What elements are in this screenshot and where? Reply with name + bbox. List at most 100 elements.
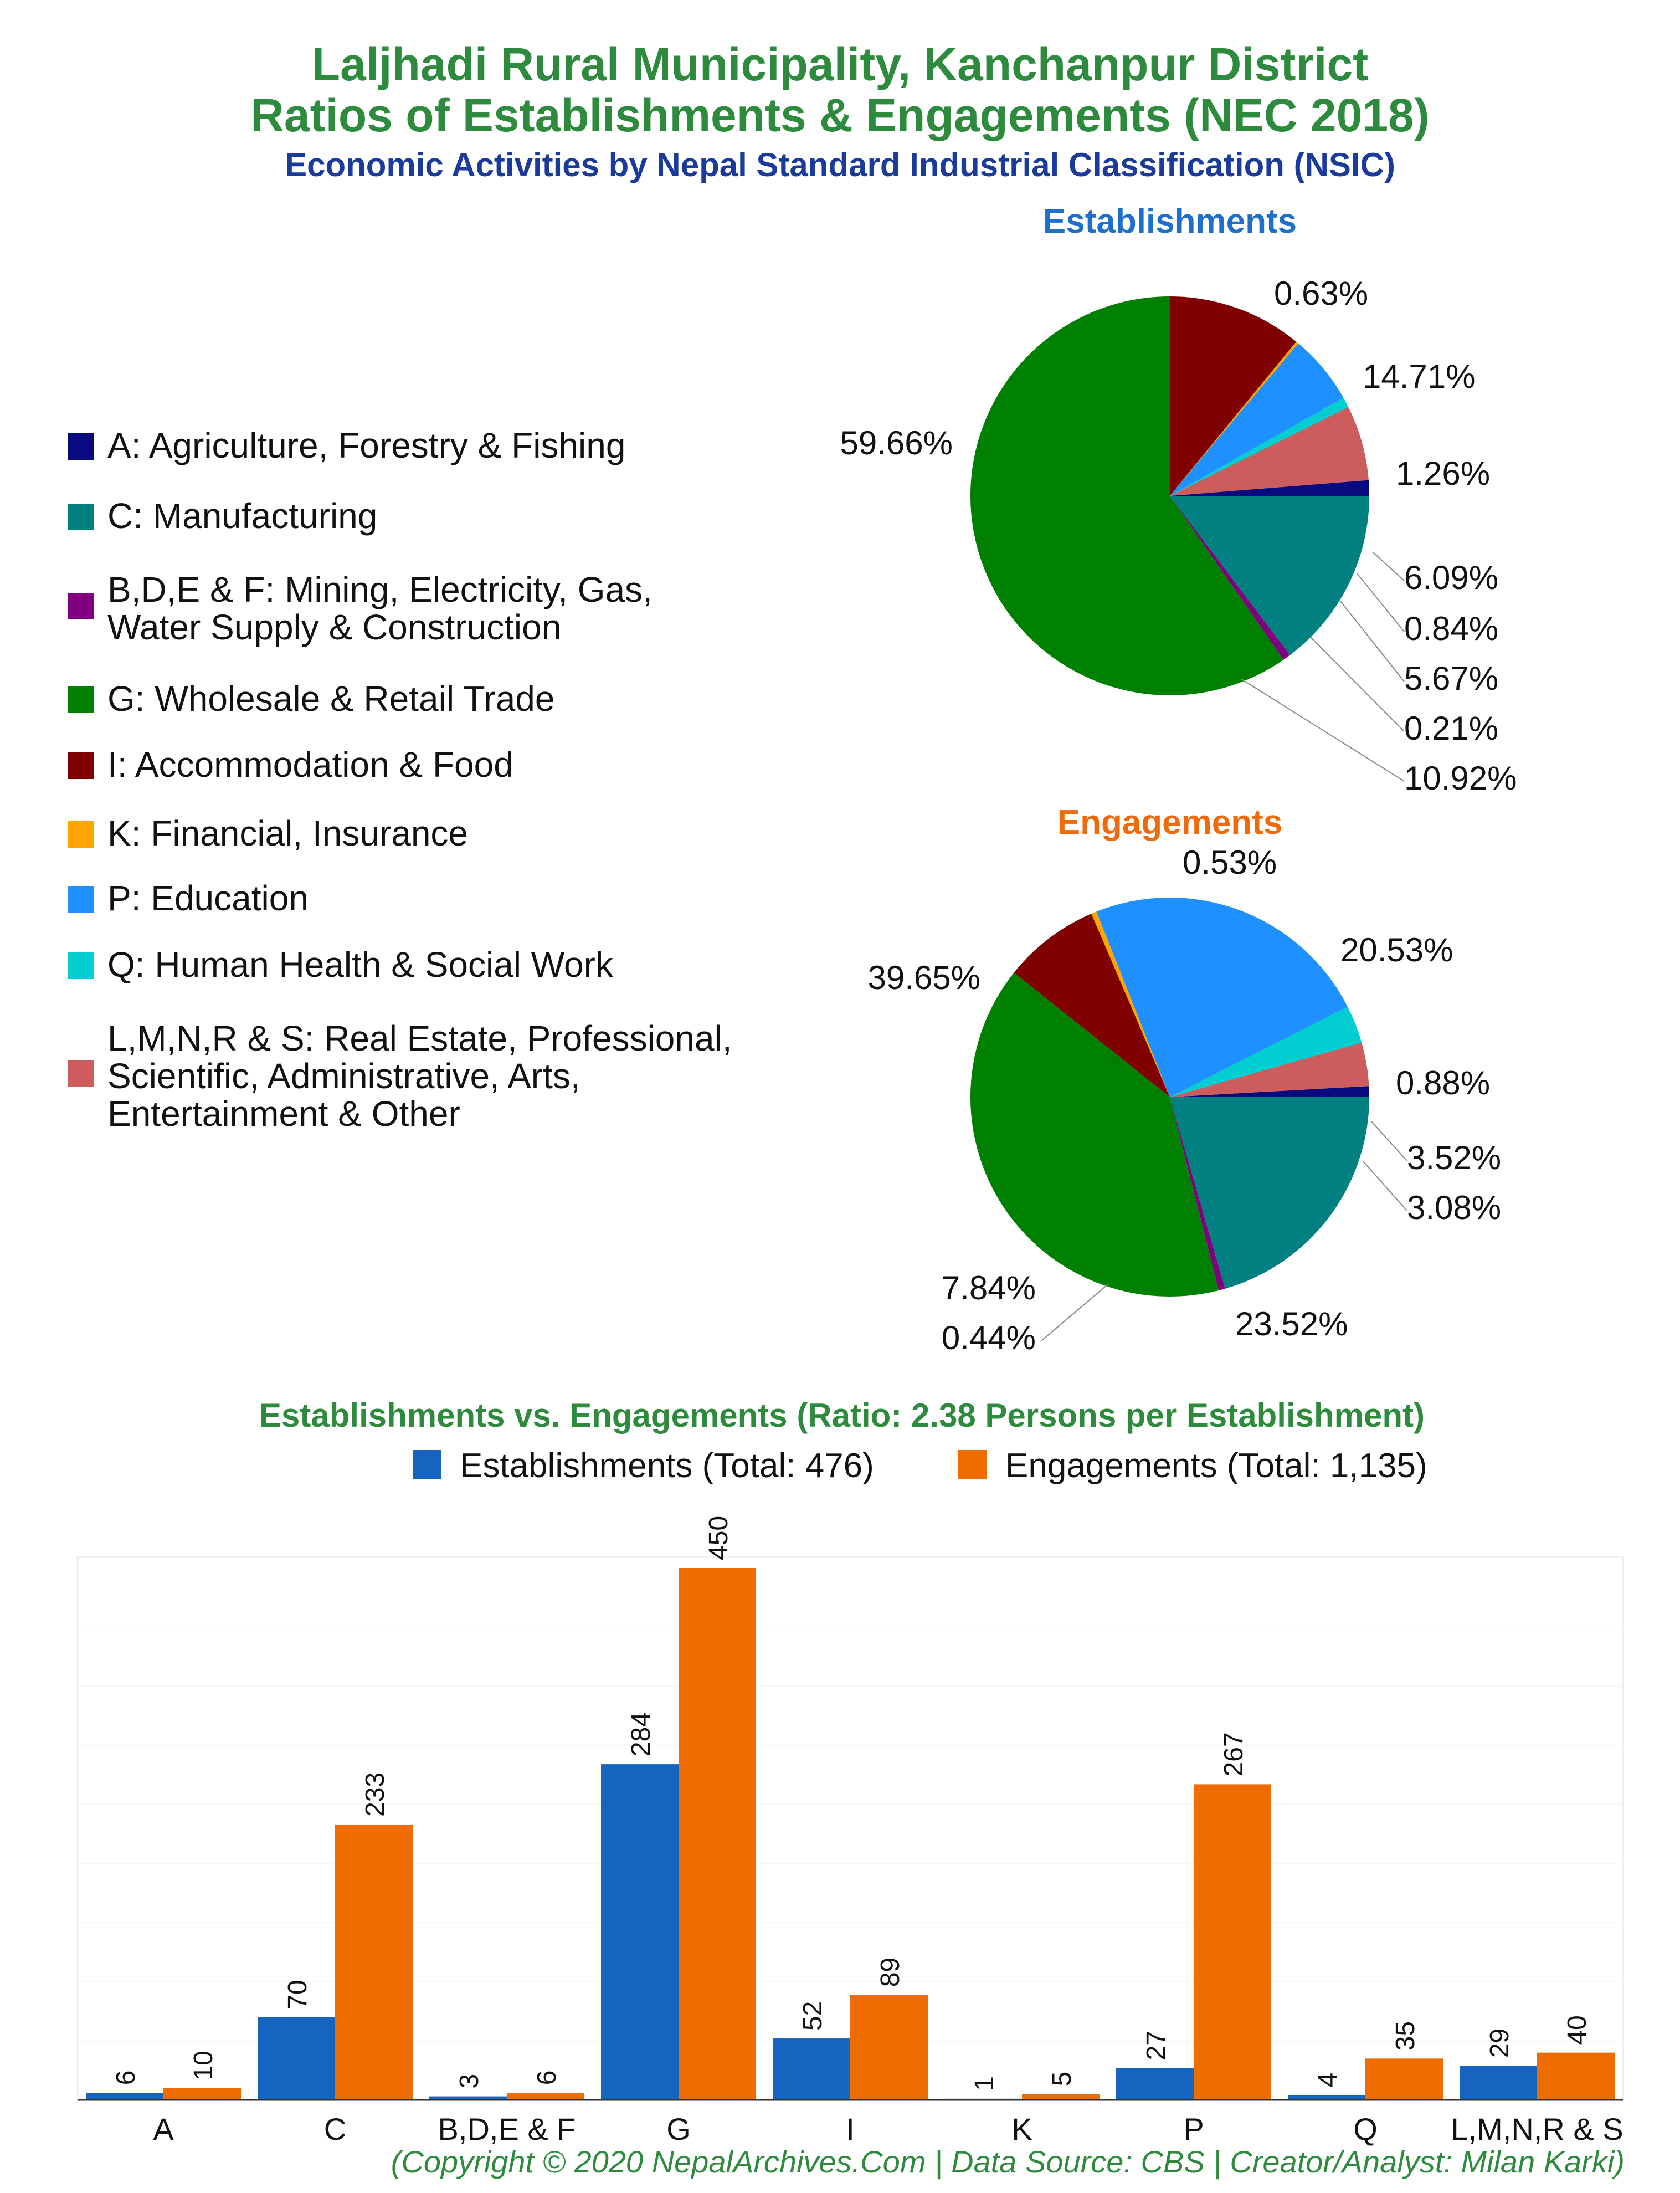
x-tick-label-k: K: [1011, 2112, 1032, 2146]
legend-swatch-a: [68, 433, 94, 460]
x-tick-label-p: P: [1183, 2112, 1204, 2146]
bar-value-label-establishments-g: 284: [626, 1712, 656, 1756]
legend-label-c: C: Manufacturing: [107, 496, 378, 536]
engagements-slice-label-l-m-n-r-s: 3.52%: [1407, 1139, 1501, 1176]
establishments-slice-label-g: 59.66%: [840, 424, 953, 462]
establishments-slice-b-d-e-f: [1170, 496, 1290, 660]
legend-label-i: I: Accommodation & Food: [107, 745, 513, 785]
engagements-slice-i: [1014, 914, 1170, 1097]
bar-establishments-b-d-e-f: [429, 2096, 507, 2100]
bar-legend-swatch-2: [958, 1450, 987, 1479]
bar-engagements-q: [1365, 2058, 1443, 2100]
bar-establishments-i: [773, 2038, 850, 2100]
bar-legend-label-2: Engagements (Total: 1,135): [1005, 1447, 1427, 1485]
establishments-leader-p: [1340, 601, 1405, 682]
engagements-slice-label-a: 0.88%: [1396, 1064, 1490, 1101]
legend-item-bdef: B,D,E & F: Mining, Electricity, Gas, Wat…: [68, 571, 653, 646]
establishments-slice-a: [1170, 480, 1369, 496]
establishments-leader-q: [1357, 573, 1405, 632]
establishments-slice-label-k: 0.21%: [1404, 710, 1498, 747]
establishments-leader-l-m-n-r-s: [1372, 551, 1405, 581]
bar-engagements-k: [1022, 2094, 1100, 2100]
establishments-slice-g: [970, 296, 1284, 695]
bar-value-label-establishments-c: 70: [283, 1980, 312, 2009]
page-title-line-2: Ratios of Establishments & Engagements (…: [250, 89, 1430, 141]
x-tick-label-i: I: [846, 2112, 855, 2146]
engagements-slice-a: [1170, 1086, 1370, 1097]
bar-value-label-engagements-b-d-e-f: 6: [532, 2070, 562, 2085]
bar-value-label-establishments-k: 1: [970, 2076, 999, 2091]
legend-label-g: G: Wholesale & Retail Trade: [107, 679, 555, 719]
bar-value-label-establishments-p: 27: [1142, 2031, 1171, 2060]
legend-item-g: G: Wholesale & Retail Trade: [68, 680, 554, 718]
establishments-pie-title: Establishments: [1043, 202, 1297, 240]
engagements-slice-label-p: 23.52%: [1235, 1305, 1348, 1343]
x-tick-label-c: C: [324, 2112, 346, 2146]
bar-value-label-engagements-i: 89: [876, 1958, 905, 1987]
bar-value-label-establishments-l-m-n-r-s: 29: [1485, 2028, 1514, 2058]
engagements-slice-q: [1170, 1006, 1362, 1097]
engagements-slice-label-k: 0.44%: [942, 1319, 1036, 1356]
x-tick-label-l-m-n-r-s: L,M,N,R & S: [1451, 2112, 1623, 2146]
bar-value-label-establishments-a: 6: [111, 2070, 141, 2085]
legend-swatch-g: [68, 686, 94, 713]
bar-engagements-l-m-n-r-s: [1537, 2052, 1615, 2100]
bar-value-label-engagements-k: 5: [1047, 2072, 1077, 2087]
legend-swatch-p: [68, 886, 94, 913]
bar-value-label-establishments-b-d-e-f: 3: [455, 2074, 484, 2089]
establishments-slice-label-b-d-e-f: 0.63%: [1274, 275, 1368, 312]
legend-swatch-k: [68, 821, 94, 848]
bar-value-label-establishments-i: 52: [798, 2001, 828, 2031]
engagements-pie-title: Engagements: [1057, 803, 1283, 842]
page-title-line-1: Laljhadi Rural Municipality, Kanchanpur …: [311, 38, 1369, 90]
x-tick-label-q: Q: [1353, 2112, 1378, 2146]
legend-item-k: K: Financial, Insurance: [68, 814, 468, 852]
engagements-slice-label-b-d-e-f: 0.53%: [1183, 844, 1277, 881]
engagements-slice-label-g: 39.65%: [868, 959, 981, 996]
bar-value-label-engagements-q: 35: [1391, 2021, 1420, 2051]
bar-value-label-engagements-c: 233: [361, 1772, 390, 1817]
bar-engagements-p: [1194, 1784, 1271, 2100]
legend-label-lmnrs: L,M,N,R & S: Real Estate, Professional, …: [107, 1018, 732, 1134]
engagements-slice-label-c: 20.53%: [1340, 931, 1453, 969]
legend-label-a: A: Agriculture, Forestry & Fishing: [107, 426, 626, 465]
engagements-slice-p: [1096, 898, 1348, 1097]
bar-value-label-establishments-q: 4: [1313, 2073, 1343, 2088]
engagements-leader-q: [1362, 1160, 1407, 1211]
establishments-slice-p: [1170, 343, 1344, 496]
engagements-leader-l-m-n-r-s: [1370, 1120, 1407, 1161]
engagements-slice-k: [1091, 911, 1170, 1097]
copyright-footer: (Copyright © 2020 NepalArchives.Com | Da…: [391, 2144, 1625, 2179]
legend-label-q: Q: Human Health & Social Work: [107, 945, 613, 985]
bar-establishments-a: [86, 2093, 163, 2100]
page-subtitle: Economic Activities by Nepal Standard In…: [285, 146, 1395, 183]
legend-item-c: C: Manufacturing: [68, 497, 377, 535]
engagements-slice-c: [1170, 1097, 1369, 1289]
bar-establishments-g: [601, 1764, 679, 2100]
engagements-slice-label-i: 7.84%: [942, 1269, 1036, 1306]
bar-engagements-a: [163, 2088, 241, 2100]
bar-establishments-q: [1288, 2095, 1365, 2100]
establishments-slice-i: [1170, 296, 1297, 496]
x-tick-label-b-d-e-f: B,D,E & F: [438, 2112, 576, 2146]
establishments-slice-q: [1170, 397, 1349, 496]
establishments-slice-label-a: 1.26%: [1396, 455, 1490, 492]
bar-legend-label-1: Establishments (Total: 476): [460, 1447, 874, 1485]
legend-swatch-q: [68, 952, 94, 979]
x-tick-label-a: A: [153, 2112, 174, 2146]
establishments-leader-i: [1240, 678, 1405, 782]
bar-value-label-engagements-p: 267: [1219, 1732, 1249, 1776]
legend-label-p: P: Education: [107, 878, 309, 918]
establishments-slice-c: [1170, 496, 1369, 655]
establishments-slice-label-c: 14.71%: [1363, 358, 1476, 395]
establishments-slice-label-p: 5.67%: [1404, 660, 1498, 697]
legend-item-q: Q: Human Health & Social Work: [68, 946, 613, 983]
legend-label-k: K: Financial, Insurance: [107, 813, 468, 853]
legend-item-lmnrs: L,M,N,R & S: Real Estate, Professional, …: [68, 1019, 732, 1133]
bar-value-label-engagements-l-m-n-r-s: 40: [1563, 2015, 1592, 2045]
legend-item-p: P: Education: [68, 879, 309, 917]
engagements-leader-k: [1041, 1284, 1108, 1341]
bar-value-label-engagements-a: 10: [189, 2051, 218, 2080]
establishments-slice-k: [1170, 341, 1298, 496]
establishments-slice-label-l-m-n-r-s: 6.09%: [1404, 559, 1498, 596]
